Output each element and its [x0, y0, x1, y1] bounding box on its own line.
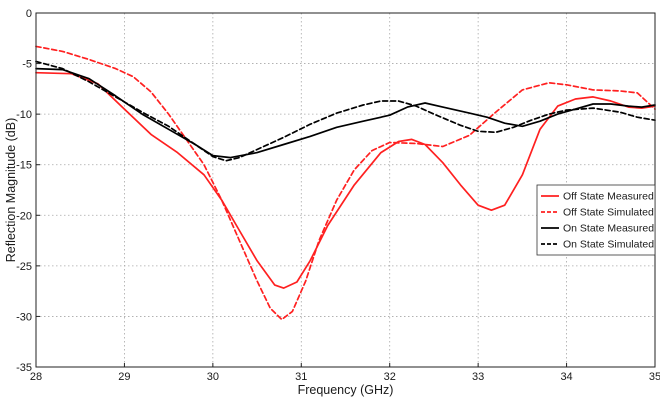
y-tick-label: -35	[16, 362, 32, 374]
x-tick-label: 32	[384, 371, 396, 383]
x-tick-label: 31	[295, 371, 307, 383]
legend: Off State Measured Off State Simulated On …	[536, 184, 656, 256]
series-line-off-state-measured	[35, 71, 656, 289]
x-tick-label: 33	[472, 371, 484, 383]
x-tick-label: 29	[118, 371, 130, 383]
series-line-on-state-measured	[35, 67, 656, 159]
y-tick-label: -30	[16, 311, 32, 323]
legend-label: Off State Measured	[563, 191, 654, 203]
x-tick-label: 28	[30, 371, 42, 383]
y-tick-labels: 0 -5 -10 -15 -20 -25 -30 -35	[16, 8, 40, 374]
y-tick-label: -25	[16, 261, 32, 273]
x-tick-label: 35	[649, 371, 660, 383]
legend-label: Off State Simulated	[563, 207, 654, 219]
series-line-on-state-simulated	[35, 60, 656, 162]
y-tick-label: -15	[16, 160, 32, 172]
series-line-off-state-simulated	[35, 45, 656, 321]
x-axis-title: Frequency (GHz)	[298, 383, 394, 397]
y-tick-label: 0	[26, 8, 32, 20]
y-tick-label: -20	[16, 210, 32, 222]
x-tick-labels: 28 29 30 31 32 33 34 35	[30, 363, 660, 383]
legend-label: On State Simulated	[563, 239, 654, 251]
y-tick-label: -10	[16, 109, 32, 121]
y-axis-title: Reflection Magnitude (dB)	[4, 118, 18, 263]
x-tick-label: 30	[207, 371, 219, 383]
y-tick-label: -5	[22, 59, 32, 71]
series-lines	[35, 45, 656, 321]
legend-label: On State Measured	[563, 223, 654, 235]
x-tick-label: 34	[560, 371, 572, 383]
